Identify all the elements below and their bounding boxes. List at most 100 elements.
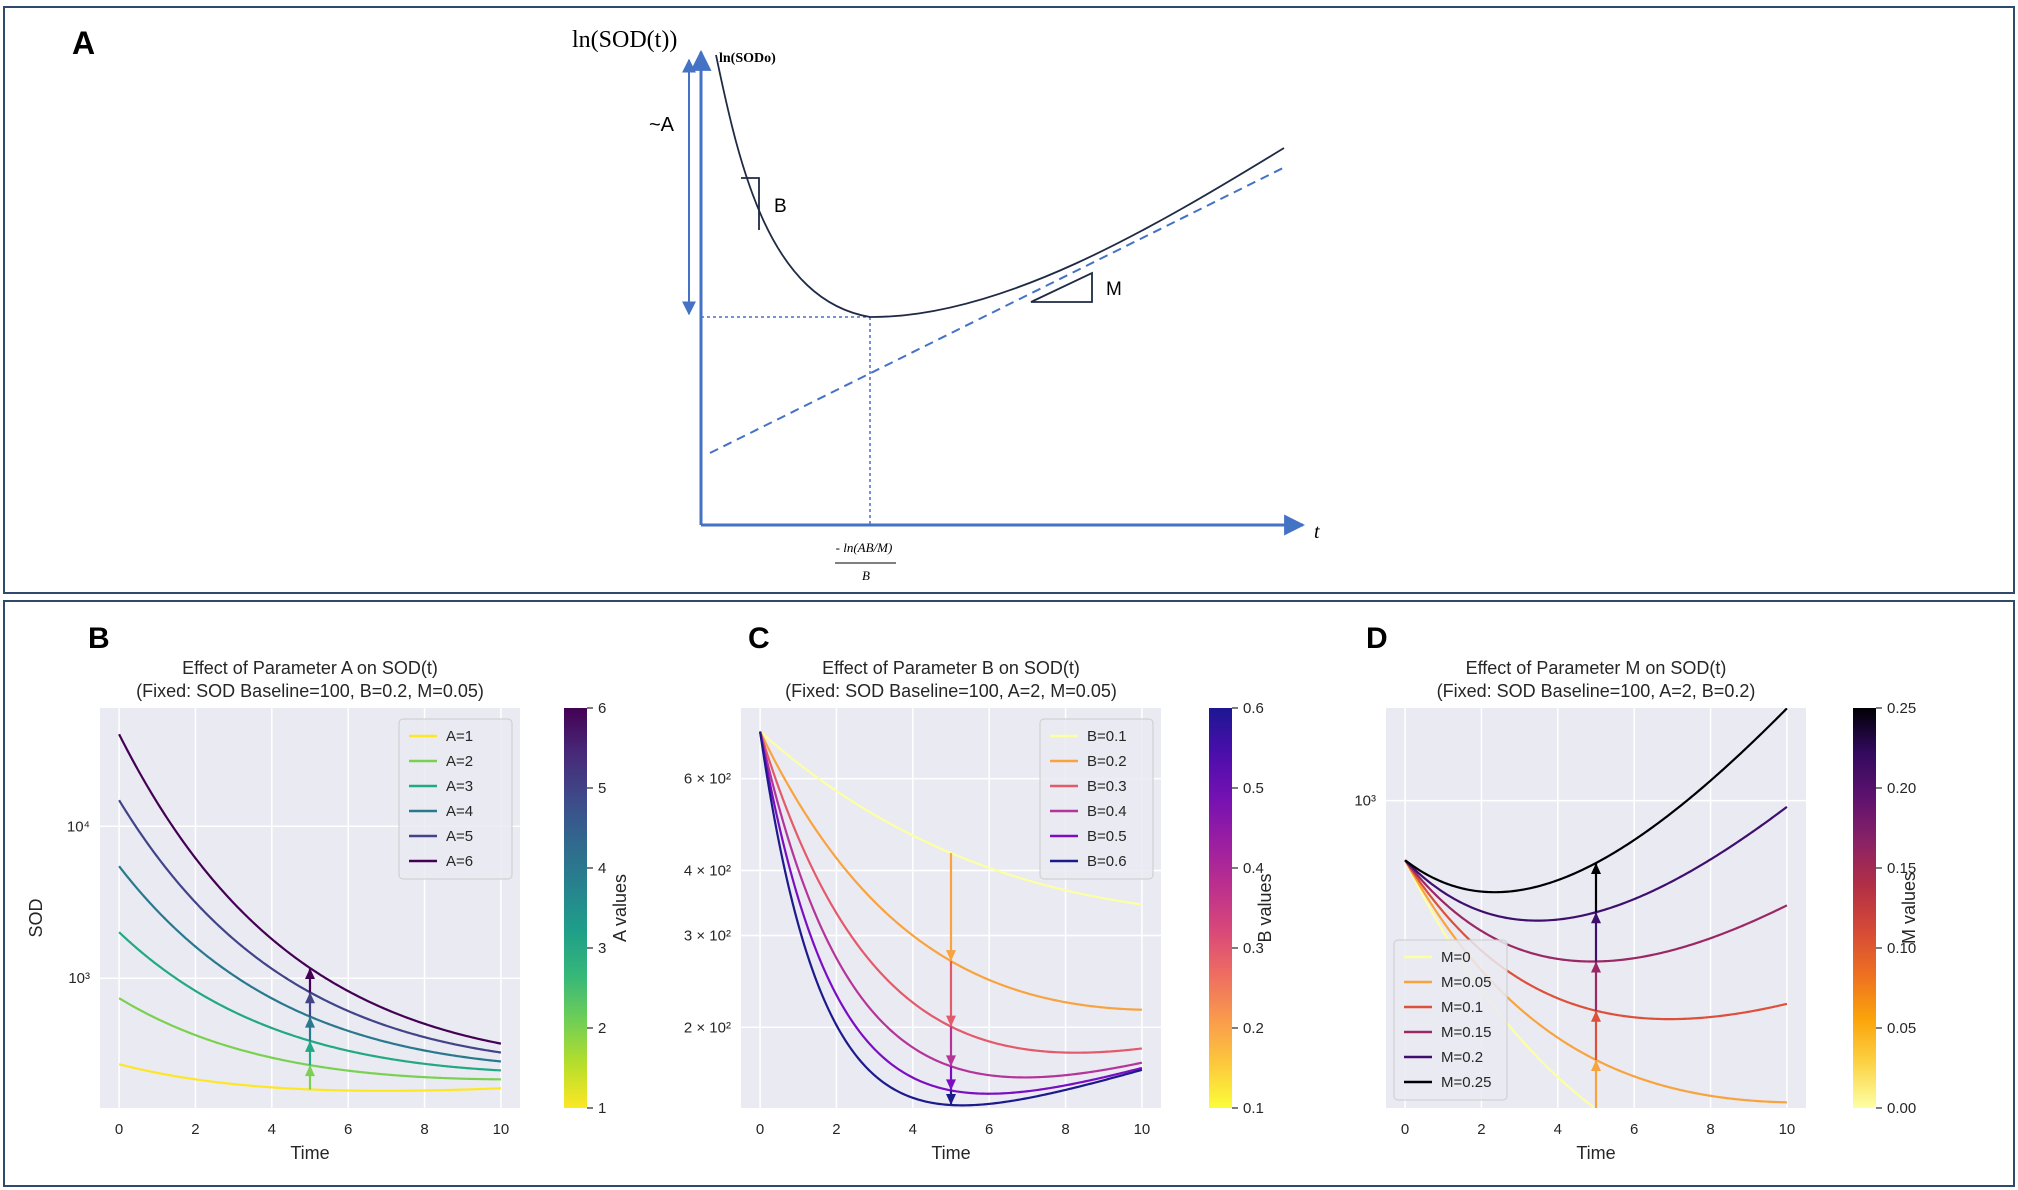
y-tick-label: 10³ [68, 970, 90, 987]
y-axis-label: SOD [26, 898, 46, 937]
b-slope-label: B [774, 196, 787, 217]
x-axis-label: Time [1576, 1143, 1615, 1163]
legend-label: A=4 [446, 803, 473, 820]
legend-box [1039, 718, 1154, 880]
colorbar-tick-label: 0.1 [1243, 1100, 1264, 1117]
ln-sod-curve [715, 54, 1285, 318]
x-tick-label: 8 [1061, 1121, 1069, 1138]
effect-arrow-head [305, 1016, 315, 1028]
colorbar-tick-label: 0.3 [1243, 940, 1264, 957]
charts-bcd: B Effect of Parameter A on SOD(t) (Fixed: … [26, 622, 1919, 1163]
legend-label: A=1 [446, 728, 473, 745]
legend-label: B=0.1 [1087, 728, 1127, 745]
legend: M=0 M=0.05 M=0.1 M=0.15 M=0.2 M=0.25 [1393, 939, 1508, 1101]
effect-arrow-head [1591, 862, 1601, 874]
y0-label: ln(SODo) [719, 51, 776, 66]
m-slope-label: M [1106, 279, 1122, 300]
x-tick-label: 8 [1706, 1121, 1714, 1138]
colorbar-tick-label: 1 [598, 1100, 606, 1117]
x-tick-label: 6 [985, 1121, 993, 1138]
colorbar [1853, 708, 1876, 1108]
effect-arrow-head [946, 1079, 956, 1091]
colorbar-label: B values [1255, 873, 1275, 942]
x-tick-label: 0 [756, 1121, 764, 1138]
colorbar-tick-label: 0.4 [1243, 860, 1264, 877]
x-tick-label: 8 [420, 1121, 428, 1138]
x-axis-label: Time [290, 1143, 329, 1163]
colorbar-tick-label: 0.20 [1887, 780, 1916, 797]
effect-arrow-head [1591, 1010, 1601, 1022]
chart-title: Effect of Parameter A on SOD(t) [182, 658, 438, 678]
panel-a-letter: A [72, 25, 95, 61]
effect-arrow-head [1591, 961, 1601, 973]
x-tick-label: 2 [1477, 1121, 1485, 1138]
effect-arrows [1591, 862, 1601, 1108]
legend: B=0.1 B=0.2 B=0.3 B=0.4 B=0.5 B=0.6 [1039, 718, 1154, 880]
chart-title: Effect of Parameter M on SOD(t) [1466, 658, 1727, 678]
legend-label: B=0.2 [1087, 753, 1127, 770]
legend-label: M=0.2 [1441, 1049, 1483, 1066]
m-slope-triangle [1030, 271, 1093, 303]
y-tick-label: 4 × 10² [684, 862, 731, 879]
x-tick-label: 10 [1779, 1121, 1796, 1138]
legend-label: B=0.3 [1087, 778, 1127, 795]
x-tick-label: 2 [191, 1121, 199, 1138]
effect-arrow-head [305, 992, 315, 1004]
effect-arrow-head [1591, 912, 1601, 924]
panel-letter: D [1366, 622, 1388, 655]
panel-a: A ln(SOD(t)) ln(SODo) ~A B M t - ln(AB/M… [3, 6, 2015, 594]
effect-arrow-head [946, 950, 956, 962]
legend-label: M=0.05 [1441, 974, 1491, 991]
chart-subtitle: (Fixed: SOD Baseline=100, A=2, B=0.2) [1437, 681, 1756, 701]
effect-arrow-head [946, 1055, 956, 1067]
colorbar-tick-label: 0.6 [1243, 700, 1264, 717]
legend-label: M=0.1 [1441, 999, 1483, 1016]
x-axis-label: t [1314, 521, 1320, 543]
colorbar-tick-label: 0.15 [1887, 860, 1916, 877]
y-tick-label: 2 × 10² [684, 1019, 731, 1036]
colorbar-label: M values [1899, 872, 1919, 944]
effect-arrows [946, 853, 956, 1106]
legend-box [398, 718, 513, 880]
xmin-label-numerator: - ln(AB/M) [836, 540, 893, 555]
y-tick-label: 10³ [1354, 793, 1376, 810]
chart-subtitle: (Fixed: SOD Baseline=100, B=0.2, M=0.05) [136, 681, 484, 701]
y-axis-label: ln(SOD(t)) [572, 27, 677, 53]
asymptote-line [709, 167, 1284, 454]
colorbar-tick-label: 6 [598, 700, 606, 717]
legend-label: B=0.4 [1087, 803, 1127, 820]
y-tick-label: 3 × 10² [684, 928, 731, 945]
colorbar-tick-label: 0.5 [1243, 780, 1264, 797]
chart-panel-b: B Effect of Parameter A on SOD(t) (Fixed: … [26, 622, 630, 1163]
chart-panel-c: C Effect of Parameter B on SOD(t) (Fixed: … [684, 622, 1275, 1163]
colorbar-tick-label: 0.2 [1243, 1020, 1264, 1037]
y-tick-label: 6 × 10² [684, 771, 731, 788]
colorbar-tick-label: 4 [598, 860, 606, 877]
x-tick-label: 2 [832, 1121, 840, 1138]
legend-label: B=0.5 [1087, 828, 1127, 845]
legend-label: A=6 [446, 853, 473, 870]
x-tick-label: 10 [493, 1121, 510, 1138]
x-tick-label: 4 [268, 1121, 276, 1138]
colorbar-tick-label: 0.10 [1887, 940, 1916, 957]
effect-arrow-head [1591, 1059, 1601, 1071]
legend-label: B=0.6 [1087, 853, 1127, 870]
colorbar-tick-label: 5 [598, 780, 606, 797]
x-axis-label: Time [931, 1143, 970, 1163]
colorbar-tick-label: 0.25 [1887, 700, 1916, 717]
legend-label: A=5 [446, 828, 473, 845]
panel-letter: B [88, 622, 110, 655]
legend-box [1393, 939, 1508, 1101]
x-tick-label: 4 [909, 1121, 917, 1138]
x-tick-label: 0 [1401, 1121, 1409, 1138]
colorbar-tick-label: 0.05 [1887, 1020, 1916, 1037]
x-tick-label: 6 [1630, 1121, 1638, 1138]
x-tick-label: 4 [1554, 1121, 1562, 1138]
colorbar [564, 708, 587, 1108]
colorbar-label: A values [610, 874, 630, 942]
series-line-a-1 [118, 1063, 501, 1092]
y-tick-label: 10⁴ [67, 818, 90, 835]
xmin-label-denominator: B [862, 568, 870, 583]
legend: A=1 A=2 A=3 A=4 A=5 A=6 [398, 718, 513, 880]
